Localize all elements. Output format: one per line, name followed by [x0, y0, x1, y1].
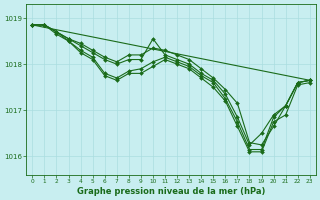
X-axis label: Graphe pression niveau de la mer (hPa): Graphe pression niveau de la mer (hPa)	[77, 187, 265, 196]
